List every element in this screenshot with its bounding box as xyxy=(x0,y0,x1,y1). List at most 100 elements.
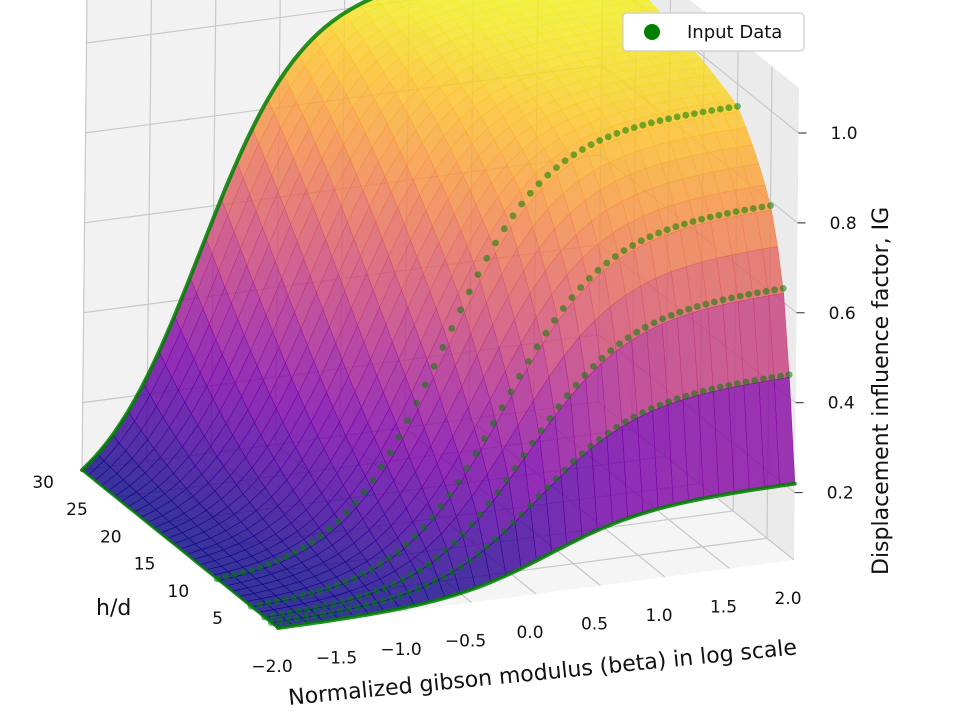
input-data-point xyxy=(716,105,724,113)
input-data-point xyxy=(463,464,471,472)
input-data-point xyxy=(544,484,551,491)
input-data-point xyxy=(290,594,298,601)
input-data-point xyxy=(286,609,294,617)
input-data-point xyxy=(682,111,690,119)
input-data-point xyxy=(274,557,281,565)
input-data-point xyxy=(239,569,247,576)
input-data-point xyxy=(596,436,603,443)
input-data-point xyxy=(373,587,380,595)
input-data-point xyxy=(659,315,667,323)
x-tick-label: −0.5 xyxy=(445,632,486,652)
input-data-point xyxy=(325,584,332,592)
legend: Input Data xyxy=(622,12,805,52)
input-data-point xyxy=(639,409,647,417)
input-data-point xyxy=(708,107,716,114)
input-data-point xyxy=(378,463,385,471)
input-data-point xyxy=(500,225,508,233)
input-data-point xyxy=(231,571,238,579)
input-data-point xyxy=(656,117,664,125)
input-data-point xyxy=(604,429,612,437)
input-data-point xyxy=(620,247,628,255)
input-data-point xyxy=(702,300,710,308)
input-data-point xyxy=(555,403,563,411)
z-axis-title: Displacement influence factor, IG xyxy=(869,207,894,575)
input-data-point xyxy=(673,113,681,121)
input-data-point xyxy=(724,210,731,217)
input-data-point xyxy=(578,450,586,458)
input-data-point xyxy=(630,413,638,421)
input-data-point xyxy=(291,549,299,556)
input-data-point xyxy=(552,475,560,482)
input-data-point xyxy=(416,566,423,574)
input-data-point xyxy=(639,121,647,129)
input-data-point xyxy=(577,284,585,291)
input-data-point xyxy=(307,589,315,597)
input-data-point xyxy=(526,502,534,509)
input-data-point xyxy=(725,104,733,112)
input-data-point xyxy=(613,423,621,431)
input-data-point xyxy=(448,325,456,332)
input-data-point xyxy=(319,610,327,618)
input-data-point xyxy=(719,296,727,304)
input-data-point xyxy=(490,419,497,427)
input-data-point xyxy=(637,237,645,245)
input-data-point xyxy=(310,612,318,620)
x-tick-label: 2.0 xyxy=(774,589,801,609)
input-data-point xyxy=(741,206,749,214)
input-data-point xyxy=(725,382,733,389)
input-data-point xyxy=(371,599,378,607)
input-data-point xyxy=(564,392,571,400)
input-data-point xyxy=(622,418,629,426)
input-data-point xyxy=(329,600,337,608)
input-data-point xyxy=(421,381,429,389)
x-tick-label: −1.0 xyxy=(380,640,421,660)
input-data-point xyxy=(561,466,569,474)
input-data-point xyxy=(459,530,467,538)
input-data-point xyxy=(385,555,393,562)
input-data-point xyxy=(759,375,767,383)
y-tick-label: 15 xyxy=(134,555,156,575)
input-data-point xyxy=(507,388,515,396)
input-data-point xyxy=(333,581,341,589)
input-data-point xyxy=(450,539,458,547)
input-data-point xyxy=(732,208,740,216)
input-data-point xyxy=(440,573,447,581)
input-data-point xyxy=(492,239,499,247)
input-data-point xyxy=(498,404,506,411)
input-data-point xyxy=(295,607,303,615)
y-tick-label: 10 xyxy=(168,582,190,602)
input-data-point xyxy=(304,606,311,613)
input-data-point xyxy=(474,271,482,278)
input-data-point xyxy=(598,354,606,362)
input-data-point xyxy=(360,488,368,496)
z-tick-label: 0.6 xyxy=(829,304,856,324)
input-data-point xyxy=(572,381,580,389)
input-data-point xyxy=(364,590,372,598)
x-tick-label: −1.5 xyxy=(316,649,357,669)
input-data-point xyxy=(500,528,508,535)
input-data-point xyxy=(285,616,292,624)
input-data-point xyxy=(650,319,658,327)
input-data-point xyxy=(754,289,761,297)
input-data-point xyxy=(509,212,517,220)
input-data-point xyxy=(693,303,701,310)
input-data-point xyxy=(442,547,449,554)
x-axis-title: Normalized gibson modulus (beta) in log … xyxy=(287,635,798,711)
input-data-point xyxy=(509,519,517,527)
input-data-point xyxy=(267,619,275,626)
input-data-point xyxy=(414,585,421,593)
input-data-point xyxy=(708,385,716,393)
input-data-point xyxy=(607,347,615,355)
input-data-point xyxy=(716,383,724,391)
input-data-point xyxy=(767,202,774,210)
input-data-point xyxy=(682,392,690,400)
input-data-point xyxy=(398,576,406,584)
input-data-point xyxy=(411,533,419,540)
input-data-point xyxy=(428,514,436,521)
input-data-point xyxy=(355,593,363,601)
y-axis-title: h/d xyxy=(96,596,131,621)
input-data-point xyxy=(474,550,482,558)
input-data-point xyxy=(468,521,475,529)
